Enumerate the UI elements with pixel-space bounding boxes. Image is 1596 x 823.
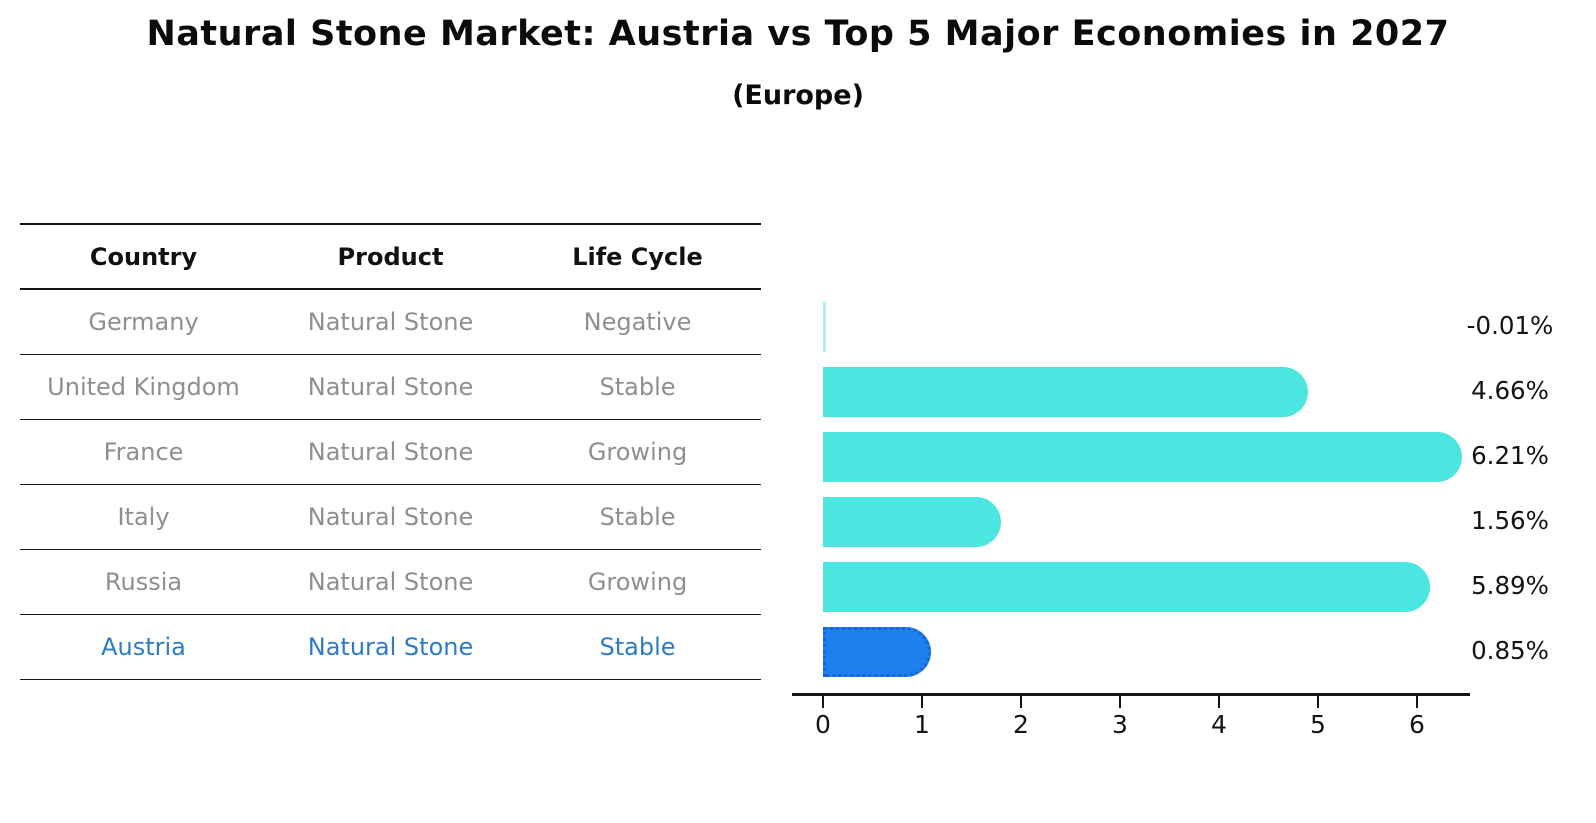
column-header-product: Product: [337, 242, 444, 271]
x-tick: [821, 696, 825, 708]
x-tick-label: 4: [1211, 710, 1227, 739]
cell-product: Natural Stone: [307, 438, 474, 466]
cell-product: Natural Stone: [307, 633, 474, 661]
bar-united-kingdom: [823, 367, 1309, 417]
cell-lifecycle: Growing: [587, 438, 688, 466]
bar-value-label: -0.01%: [1466, 311, 1554, 340]
cell-lifecycle: Stable: [599, 373, 676, 401]
bar-germany: [823, 302, 826, 352]
chart-title: Natural Stone Market: Austria vs Top 5 M…: [146, 14, 1450, 54]
cell-country: Italy: [117, 503, 170, 531]
x-tick-label: 0: [815, 710, 831, 739]
table-header-row: Country Product Life Cycle: [20, 225, 761, 290]
x-tick: [1019, 696, 1023, 708]
chart-subtitle: (Europe): [732, 80, 864, 111]
bar-value-label: 5.89%: [1471, 571, 1549, 600]
bar-value-label: 6.21%: [1471, 441, 1549, 470]
x-tick: [1217, 696, 1221, 708]
column-header-country: Country: [89, 242, 198, 271]
table-row-italy: Italy Natural Stone Stable: [20, 485, 761, 550]
bar-value-label: 0.85%: [1471, 636, 1549, 665]
cell-product: Natural Stone: [307, 503, 474, 531]
bar-value-label: 1.56%: [1471, 506, 1549, 535]
cell-country: Austria: [101, 633, 186, 661]
table-body: Germany Natural Stone Negative United Kingd…: [20, 290, 761, 680]
cell-lifecycle: Growing: [587, 568, 688, 596]
table-row-france: France Natural Stone Growing: [20, 420, 761, 485]
cell-country: France: [103, 438, 184, 466]
table-row-germany: Germany Natural Stone Negative: [20, 290, 761, 355]
x-tick-label: 2: [1013, 710, 1029, 739]
x-tick-label: 6: [1409, 710, 1425, 739]
cell-lifecycle: Negative: [583, 308, 692, 336]
bar-russia: [823, 562, 1431, 612]
cell-lifecycle: Stable: [599, 633, 676, 661]
x-tick-label: 1: [914, 710, 930, 739]
cell-lifecycle: Stable: [599, 503, 676, 531]
bar-italy: [823, 497, 1002, 547]
cell-country: Russia: [104, 568, 183, 596]
country-table: Country Product Life Cycle Germany Natura…: [20, 223, 761, 680]
x-tick: [1118, 696, 1122, 708]
cell-country: Germany: [88, 308, 199, 336]
table-row-united-kingdom: United Kingdom Natural Stone Stable: [20, 355, 761, 420]
bar-value-label: 4.66%: [1471, 376, 1549, 405]
x-tick: [920, 696, 924, 708]
x-tick: [1316, 696, 1320, 708]
table-row-russia: Russia Natural Stone Growing: [20, 550, 761, 615]
x-tick-label: 3: [1112, 710, 1128, 739]
x-tick-label: 5: [1310, 710, 1326, 739]
cell-product: Natural Stone: [307, 568, 474, 596]
x-axis-line: [792, 692, 1470, 696]
cell-product: Natural Stone: [307, 308, 474, 336]
cell-product: Natural Stone: [307, 373, 474, 401]
column-header-lifecycle: Life Cycle: [572, 242, 703, 271]
cell-country: United Kingdom: [47, 373, 240, 401]
bar-austria: [823, 627, 932, 677]
table-row-austria: Austria Natural Stone Stable: [20, 615, 761, 680]
x-tick: [1415, 696, 1419, 708]
bar-france: [823, 432, 1462, 482]
